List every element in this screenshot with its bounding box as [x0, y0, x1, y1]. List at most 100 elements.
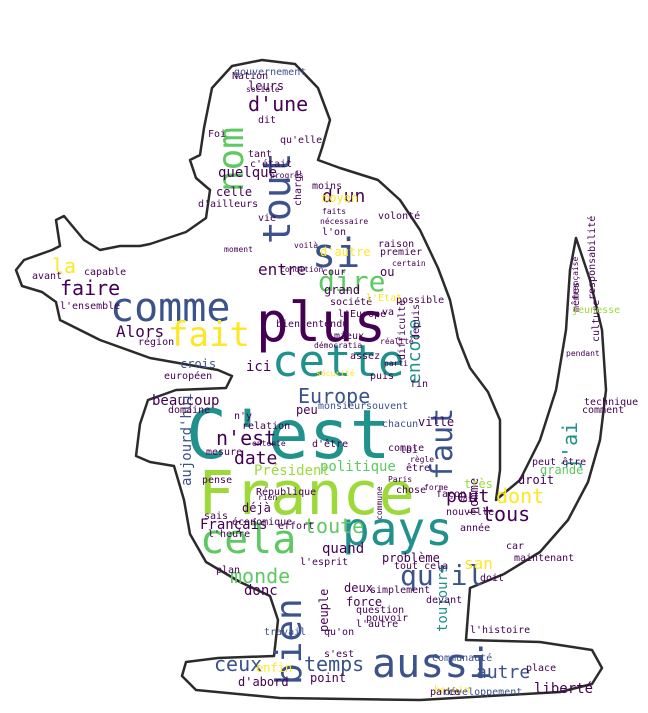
- cloud-word: société: [330, 297, 373, 308]
- cloud-word: année: [460, 523, 491, 534]
- cloud-word: simplement: [370, 585, 431, 596]
- cloud-word: qu'il: [400, 559, 485, 592]
- cloud-word: sécurité: [316, 369, 355, 378]
- cloud-word: la: [52, 254, 77, 278]
- cloud-word: date: [234, 448, 278, 469]
- cloud-word: volonté: [378, 211, 421, 222]
- cloud-word: ou: [380, 265, 395, 279]
- cloud-word: l'heure: [208, 529, 251, 540]
- cloud-word: Président: [254, 463, 330, 479]
- cloud-word: crois: [180, 357, 217, 371]
- cloud-word: comment: [582, 405, 625, 416]
- cloud-word: nécessaire: [320, 217, 369, 226]
- cloud-word: car: [506, 541, 525, 552]
- cloud-word: d'un: [322, 186, 366, 207]
- cloud-word: peut: [446, 486, 490, 507]
- cloud-word: moyen: [322, 191, 359, 205]
- cloud-word: dit: [258, 115, 277, 126]
- cloud-word: ceux: [214, 652, 263, 676]
- cloud-word: Europe: [298, 384, 371, 408]
- cloud-word: monde: [230, 564, 291, 588]
- cloud-word: qu'elle: [280, 135, 323, 146]
- cloud-word: relation: [242, 421, 291, 432]
- cloud-word: française: [571, 256, 580, 300]
- cloud-word: grande: [540, 463, 584, 477]
- cloud-word: devant: [426, 595, 463, 606]
- cloud-word: bien entendu: [276, 319, 349, 330]
- cloud-word: problème: [382, 551, 440, 565]
- cloud-word: déjà: [242, 501, 271, 515]
- cloud-word: point: [310, 671, 347, 685]
- cloud-word: condition: [280, 265, 324, 274]
- cloud-word: jeunesse: [572, 305, 621, 316]
- cloud-word: beaucoup: [152, 393, 220, 409]
- cloud-word: pendant: [566, 349, 600, 358]
- cloud-word: donc: [244, 583, 278, 599]
- cloud-word: d'être: [312, 439, 349, 450]
- cloud-word: développement: [444, 687, 523, 698]
- cloud-word: commune: [375, 486, 384, 520]
- cloud-word: entre: [258, 260, 307, 279]
- cloud-word: plan: [216, 565, 241, 576]
- cloud-word: entente: [252, 439, 286, 448]
- cloud-word: question: [356, 605, 405, 616]
- cloud-word: gouvernement: [234, 67, 307, 78]
- cloud-word: mieux: [334, 331, 365, 342]
- cloud-word: monsieur: [318, 401, 367, 412]
- cloud-word: C'est: [186, 396, 391, 475]
- cloud-word: l'on: [322, 227, 347, 238]
- cloud-word: République: [256, 487, 317, 498]
- cloud-word: depuis: [411, 303, 422, 340]
- cloud-word: enfin: [256, 661, 293, 675]
- cloud-word: n'est: [216, 426, 277, 450]
- cloud-word: région: [138, 337, 175, 348]
- cloud-word: d'ailleurs: [198, 199, 259, 210]
- cloud-word: capable: [84, 267, 127, 278]
- cloud-word: l'ensemble: [60, 301, 121, 312]
- cloud-word: cour: [322, 267, 347, 278]
- cloud-word: l'histoire: [470, 625, 531, 636]
- cloud-word: place: [526, 663, 557, 674]
- cloud-word: d'abord: [238, 675, 289, 689]
- cloud-word: aussi: [372, 641, 493, 687]
- cloud-word: travail: [264, 627, 307, 638]
- cloud-word: ville: [418, 415, 455, 429]
- cloud-word: grand: [324, 283, 361, 297]
- cloud-word: cela: [200, 517, 297, 563]
- cloud-word: politique: [320, 459, 396, 475]
- cloud-word: voir: [458, 495, 478, 504]
- cloud-word: voilà: [294, 241, 319, 250]
- cloud-word: réalité: [380, 337, 414, 346]
- cloud-word: ici: [246, 359, 272, 375]
- cloud-word: fin: [410, 379, 429, 390]
- cloud-word: pays: [342, 502, 453, 556]
- cloud-word: deux: [344, 581, 373, 595]
- cloud-word: effort: [278, 521, 315, 532]
- cloud-word: quand: [322, 541, 365, 557]
- cloud-word: dont: [496, 484, 545, 508]
- cloud-word: puis: [370, 371, 395, 382]
- cloud-word: raison: [378, 239, 415, 250]
- cloud-word: s'est: [324, 649, 355, 660]
- cloud-word: tant: [248, 149, 273, 160]
- cloud-word: rien: [258, 493, 278, 502]
- cloud-word: l'autre: [356, 619, 399, 630]
- cloud-word: peut être: [532, 457, 587, 468]
- cloud-word: premier: [380, 247, 423, 258]
- cloud-word: France: [198, 459, 415, 529]
- cloud-word: Alors: [116, 322, 165, 341]
- cloud-word: pense: [202, 475, 233, 486]
- cloud-word: tout cela: [394, 561, 449, 572]
- cloud-word: parti: [384, 359, 409, 368]
- cloud-word: possible: [396, 295, 445, 306]
- cloud-word: autre: [476, 662, 531, 683]
- cloud-word: vie: [258, 213, 277, 224]
- cloud-word: mesure: [206, 447, 243, 458]
- cloud-word: doit: [480, 573, 505, 584]
- cloud-word: très: [464, 477, 493, 491]
- cloud-word: peu: [296, 403, 318, 417]
- cloud-word: domaine: [168, 405, 211, 416]
- cloud-word: chose: [396, 485, 427, 496]
- cloud-word: moins: [312, 181, 343, 192]
